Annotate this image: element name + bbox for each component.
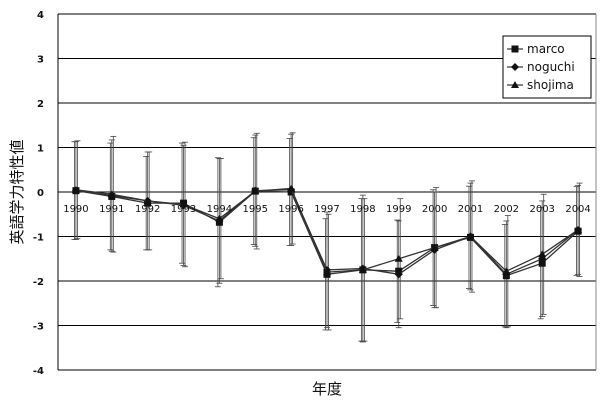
shojima-marker bbox=[251, 187, 260, 195]
x-category-label: 1992 bbox=[135, 204, 160, 215]
error-bars bbox=[71, 132, 583, 343]
y-tick-label: 3 bbox=[37, 55, 44, 66]
y-tick-label: -2 bbox=[33, 277, 44, 288]
legend-label: marco bbox=[527, 42, 565, 56]
x-category-label: 1994 bbox=[207, 204, 232, 215]
x-category-label: 1991 bbox=[99, 204, 124, 215]
shojima-marker bbox=[430, 243, 439, 251]
y-axis-title: 英語学力特性値 bbox=[8, 139, 26, 244]
y-tick-label: -3 bbox=[33, 322, 44, 333]
x-category-label: 1999 bbox=[386, 204, 411, 215]
x-category-label: 1993 bbox=[171, 204, 196, 215]
shojima-marker bbox=[394, 254, 403, 262]
shojima-marker bbox=[358, 265, 367, 273]
shojima-marker bbox=[574, 225, 583, 233]
x-axis-title: 年度 bbox=[312, 380, 342, 398]
noguchi-marker bbox=[394, 270, 403, 279]
y-tick-label: 4 bbox=[37, 10, 44, 21]
y-tick-label: 2 bbox=[37, 99, 44, 110]
series-lines bbox=[71, 184, 583, 280]
legend: marco noguchi shojima bbox=[502, 35, 592, 99]
legend-noguchi-marker bbox=[511, 63, 519, 71]
shojima-marker bbox=[143, 196, 152, 204]
shojima-marker bbox=[466, 232, 475, 240]
shojima-marker bbox=[179, 200, 188, 208]
y-tick-label: 1 bbox=[37, 144, 44, 155]
shojima-marker bbox=[215, 214, 224, 222]
shojima-marker bbox=[107, 190, 116, 198]
legend-shojima-marker bbox=[511, 81, 519, 88]
x-category-label: 1995 bbox=[243, 204, 268, 215]
legend-label: shojima bbox=[527, 78, 574, 92]
x-category-label: 1997 bbox=[314, 204, 339, 215]
shojima-marker bbox=[71, 185, 80, 193]
y-tick-label: 0 bbox=[37, 188, 44, 199]
shojima-marker bbox=[287, 184, 296, 192]
shojima-marker bbox=[502, 267, 511, 275]
shojima-marker bbox=[323, 268, 331, 276]
x-category-label: 2004 bbox=[565, 204, 590, 215]
y-tick-label: -1 bbox=[33, 233, 44, 244]
marco-marker bbox=[538, 259, 546, 267]
y-tick-labels: 4 3 2 1 0 -1 -2 -3 -4 bbox=[33, 10, 44, 377]
x-category-label: 2002 bbox=[494, 204, 519, 215]
x-category-label: 1990 bbox=[63, 204, 88, 215]
y-tick-label: -4 bbox=[33, 366, 44, 377]
shojima-marker bbox=[538, 250, 547, 258]
x-category-label: 2003 bbox=[529, 204, 554, 215]
x-category-label: 1996 bbox=[278, 204, 303, 215]
x-category-label: 2001 bbox=[458, 204, 483, 215]
x-category-label: 2000 bbox=[422, 204, 447, 215]
x-category-labels: 1990 1991 1992 1993 1994 1995 1996 1997 1998 1999… bbox=[63, 204, 591, 215]
legend-marco-marker bbox=[511, 45, 519, 53]
x-category-label: 1998 bbox=[350, 204, 375, 215]
legend-label: noguchi bbox=[527, 60, 575, 74]
